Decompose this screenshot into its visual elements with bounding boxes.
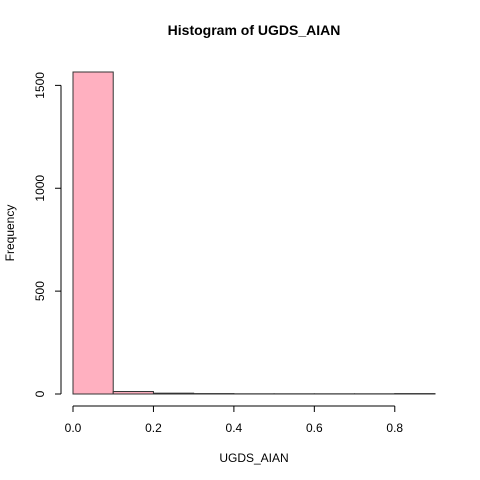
x-tick-label: 0.8 <box>386 421 403 435</box>
y-axis-label: Frequency <box>3 205 17 262</box>
y-axis: 0 500 1000 1500 <box>33 72 62 397</box>
x-tick-label: 0.2 <box>145 421 162 435</box>
x-axis-label: UGDS_AIAN <box>219 451 288 465</box>
histogram-bar <box>112 391 154 395</box>
chart-title: Histogram of UGDS_AIAN <box>168 22 341 38</box>
histogram-bar <box>152 392 195 395</box>
y-tick-label: 1500 <box>33 72 47 99</box>
y-tick-label: 0 <box>33 390 47 397</box>
bars-group <box>72 71 436 395</box>
y-tick-label: 500 <box>33 281 47 301</box>
x-tick-label: 0.4 <box>226 421 243 435</box>
x-tick-label: 0.6 <box>306 421 323 435</box>
y-tick-label: 1000 <box>33 175 47 202</box>
x-tick-label: 0.0 <box>65 421 82 435</box>
x-axis: 0.0 0.2 0.4 0.6 0.8 <box>65 405 403 435</box>
histogram-bar <box>72 71 114 395</box>
